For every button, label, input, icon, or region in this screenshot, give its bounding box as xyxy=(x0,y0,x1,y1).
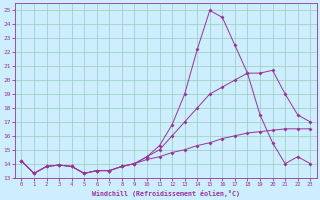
X-axis label: Windchill (Refroidissement éolien,°C): Windchill (Refroidissement éolien,°C) xyxy=(92,190,240,197)
